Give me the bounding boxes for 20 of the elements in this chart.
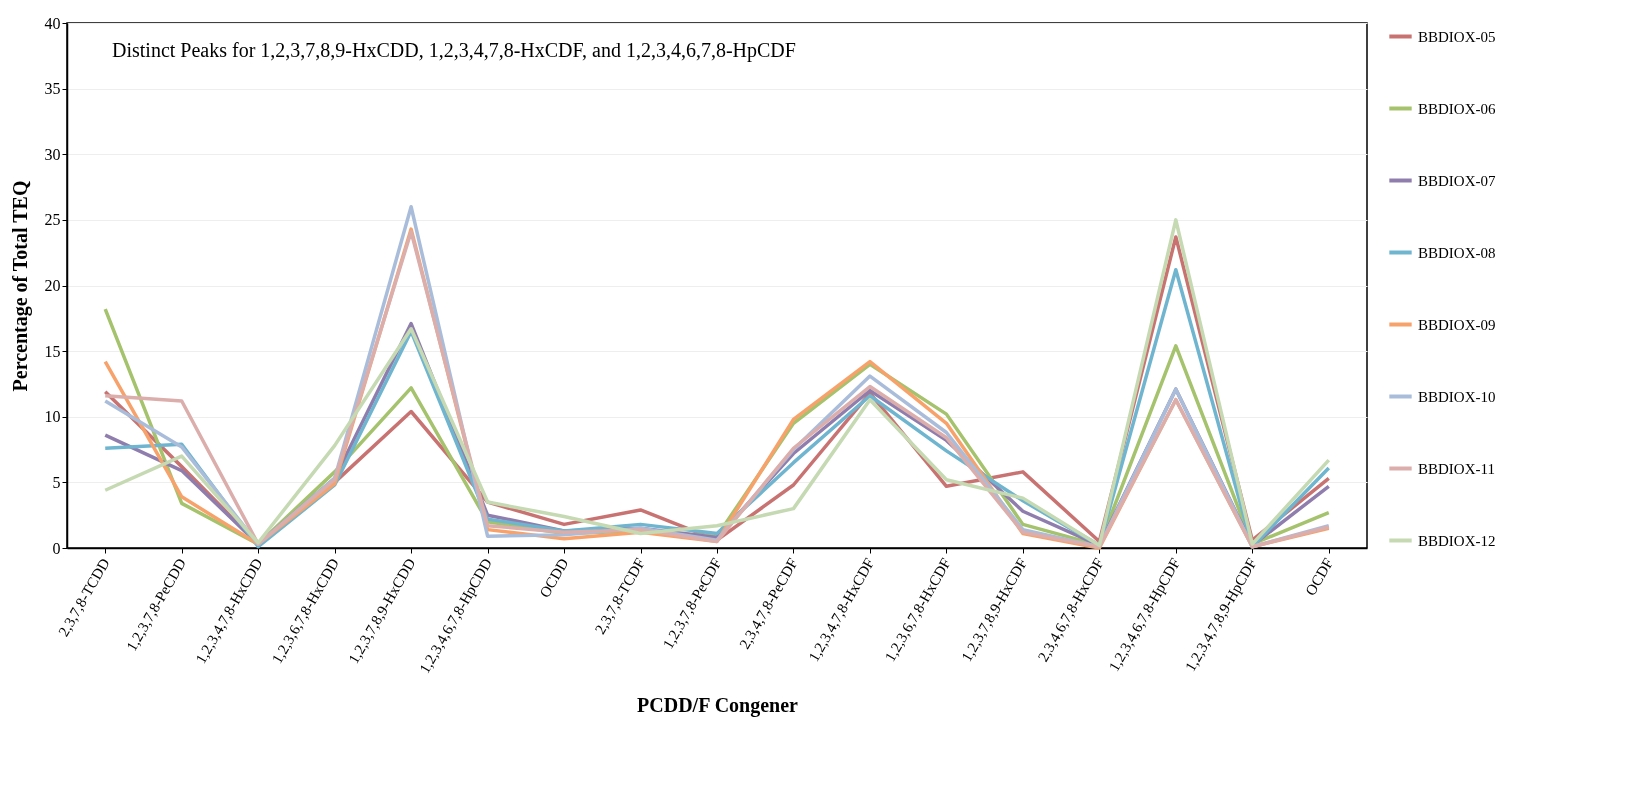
y-tick-label: 0 xyxy=(52,539,61,557)
legend-label: BBDIOX-09 xyxy=(1418,316,1496,333)
y-tick-label: 30 xyxy=(44,145,61,163)
legend-label: BBDIOX-07 xyxy=(1418,172,1496,189)
y-axis-title: Percentage of Total TEQ xyxy=(8,180,32,392)
y-tick-label: 10 xyxy=(44,408,61,426)
legend-label: BBDIOX-05 xyxy=(1418,28,1496,45)
y-tick-label: 5 xyxy=(52,473,61,491)
legend-label: BBDIOX-12 xyxy=(1418,532,1496,549)
legend-label: BBDIOX-06 xyxy=(1418,100,1496,117)
annotation: Distinct Peaks for 1,2,3,7,8,9-HxCDD, 1,2,3,4,7,8-HxCDF, and 1,2,3,4,6,7,8-HpCDF xyxy=(112,39,796,62)
x-axis-title: PCDD/F Congener xyxy=(637,694,799,718)
legend-label: BBDIOX-11 xyxy=(1418,460,1495,477)
y-tick-label: 25 xyxy=(44,211,61,229)
y-tick-label: 40 xyxy=(44,14,61,32)
legend-label: BBDIOX-10 xyxy=(1418,388,1496,405)
y-tick-label: 35 xyxy=(44,80,61,98)
y-tick-label: 15 xyxy=(44,342,61,360)
legend-label: BBDIOX-08 xyxy=(1418,244,1496,261)
y-tick-label: 20 xyxy=(44,277,61,294)
